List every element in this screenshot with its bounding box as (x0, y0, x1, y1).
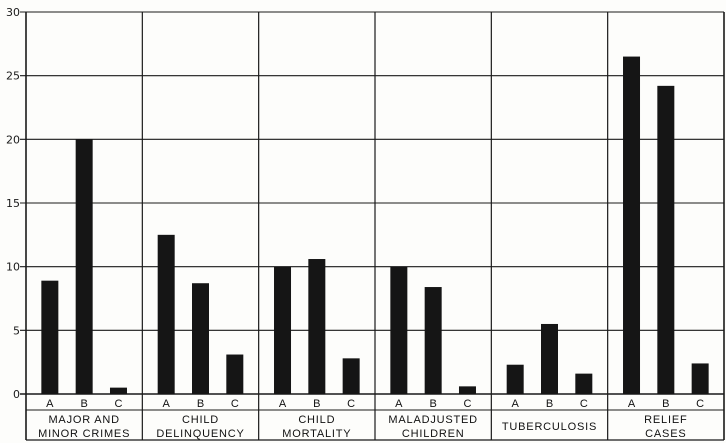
bar-g3-B (424, 287, 442, 394)
bar-g4-C (575, 373, 593, 394)
y-tick-label-5: 5 (13, 324, 20, 337)
bar-g3-A (390, 266, 408, 394)
group-label-4: TUBERCULOSIS (502, 421, 597, 433)
bar-letter-g5-C: C (696, 398, 704, 410)
y-tick-label-0: 0 (13, 388, 20, 401)
bar-g5-C (691, 363, 709, 394)
bar-letter-g2-C: C (347, 398, 355, 410)
y-axis-tick-labels: 0 5 10 15 20 25 30 (6, 6, 20, 401)
group-label-2-line-1: MORTALITY (282, 428, 351, 440)
bar-g5-B (657, 85, 675, 394)
bar-g4-A (506, 364, 524, 394)
bar-letter-g1-A: A (163, 398, 171, 410)
group-label-2-line-0: CHILD (298, 414, 335, 426)
group-label-3-line-0: MALADJUSTED (388, 414, 477, 426)
bar-g0-A (41, 280, 59, 394)
bar-letter-g1-C: C (231, 398, 239, 410)
bar-letter-g4-B: B (546, 398, 553, 410)
bar-letter-g2-B: B (313, 398, 320, 410)
bar-letter-g5-B: B (662, 398, 669, 410)
bar-g5-A (623, 56, 641, 395)
bar-g1-A (157, 234, 175, 394)
bar-g2-B (308, 259, 326, 394)
group-label-3-line-1: CHILDREN (402, 428, 465, 440)
bar-g0-B (75, 139, 93, 394)
bar-g2-A (274, 266, 292, 394)
x-axis-labels: A B C MAJOR AND MINOR CRIMES A B C CHILD DELINQUE… (38, 398, 704, 440)
bar-letter-g4-C: C (580, 398, 588, 410)
group-label-5-line-1: CASES (645, 428, 686, 440)
bar-g1-C (226, 354, 244, 394)
bar-g4-B (541, 323, 558, 394)
bar-letter-g0-A: A (46, 398, 54, 410)
bar-g1-B (192, 283, 209, 394)
bar-g2-C (342, 358, 360, 394)
bar-letter-g5-A: A (628, 398, 636, 410)
bar-letter-g0-B: B (80, 398, 87, 410)
y-tick-label-25: 25 (6, 70, 20, 83)
y-tick-label-20: 20 (6, 133, 20, 146)
group-label-5-line-0: RELIEF (644, 414, 687, 426)
bar-letter-g4-A: A (512, 398, 520, 410)
bar-letter-g0-C: C (115, 398, 123, 410)
group-label-1-line-0: CHILD (182, 414, 219, 426)
y-tick-label-15: 15 (6, 197, 20, 210)
bar-letter-g3-B: B (429, 398, 436, 410)
bar-g0-C (109, 387, 127, 394)
group-label-0-line-1: MINOR CRIMES (38, 428, 130, 440)
y-tick-label-30: 30 (6, 6, 20, 19)
bar-g3-C (458, 386, 476, 394)
y-tick-label-10: 10 (6, 261, 20, 274)
chart-bars (41, 56, 709, 395)
chart-grid (20, 11, 725, 441)
bar-letter-g2-A: A (279, 398, 287, 410)
bar-letter-g1-B: B (197, 398, 204, 410)
group-label-0-line-0: MAJOR AND (48, 414, 119, 426)
group-label-1-line-1: DELINQUENCY (156, 428, 244, 440)
bar-letter-g3-A: A (395, 398, 403, 410)
bar-letter-g3-C: C (464, 398, 472, 410)
